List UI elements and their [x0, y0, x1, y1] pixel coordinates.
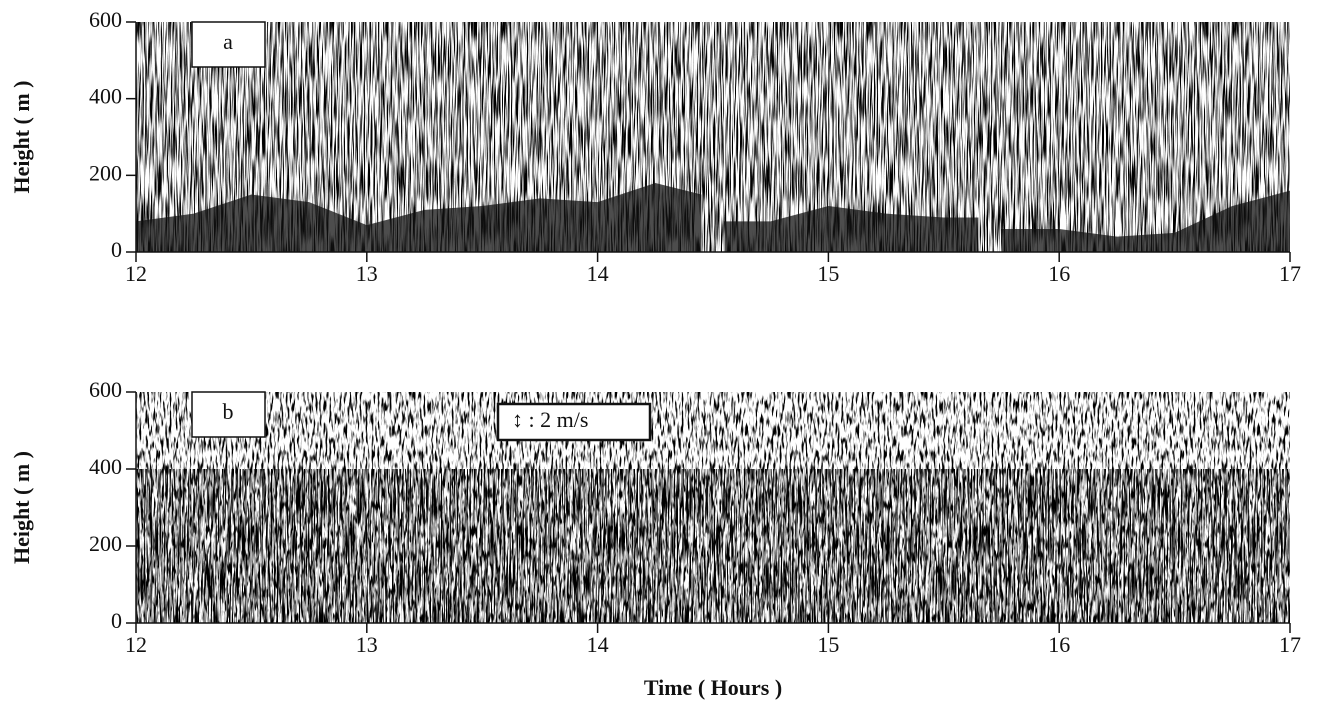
x-tick-label: 13 — [356, 632, 378, 657]
echo-layer — [136, 183, 1290, 252]
y-tick-label: 0 — [111, 237, 122, 262]
y-axis-label: Height ( m ) — [9, 451, 34, 564]
panel-label-box — [191, 21, 266, 68]
panel-label: a — [223, 29, 233, 54]
y-tick-label: 200 — [89, 531, 122, 556]
x-tick-label: 16 — [1048, 632, 1070, 657]
x-tick-label: 14 — [587, 261, 609, 286]
x-tick-label: 15 — [817, 632, 839, 657]
x-tick-label: 12 — [125, 632, 147, 657]
x-tick-label: 15 — [817, 261, 839, 286]
x-tick-label: 13 — [356, 261, 378, 286]
y-tick-label: 0 — [111, 608, 122, 633]
panel-label: b — [223, 399, 234, 424]
panel-label-box — [191, 391, 266, 438]
y-tick-label: 600 — [89, 377, 122, 402]
x-axis-label: Time ( Hours ) — [644, 675, 782, 700]
y-tick-label: 600 — [89, 7, 122, 32]
x-tick-label: 17 — [1279, 261, 1301, 286]
echo-layer — [136, 469, 1290, 623]
x-tick-label: 14 — [587, 632, 609, 657]
x-tick-label: 17 — [1279, 632, 1301, 657]
legend-text: ↕ : 2 m/s — [512, 407, 588, 432]
y-axis-label: Height ( m ) — [9, 80, 34, 193]
legend-box — [496, 402, 652, 442]
y-tick-label: 400 — [89, 84, 122, 109]
y-tick-label: 200 — [89, 160, 122, 185]
y-tick-label: 400 — [89, 454, 122, 479]
x-tick-label: 16 — [1048, 261, 1070, 286]
x-tick-label: 12 — [125, 261, 147, 286]
